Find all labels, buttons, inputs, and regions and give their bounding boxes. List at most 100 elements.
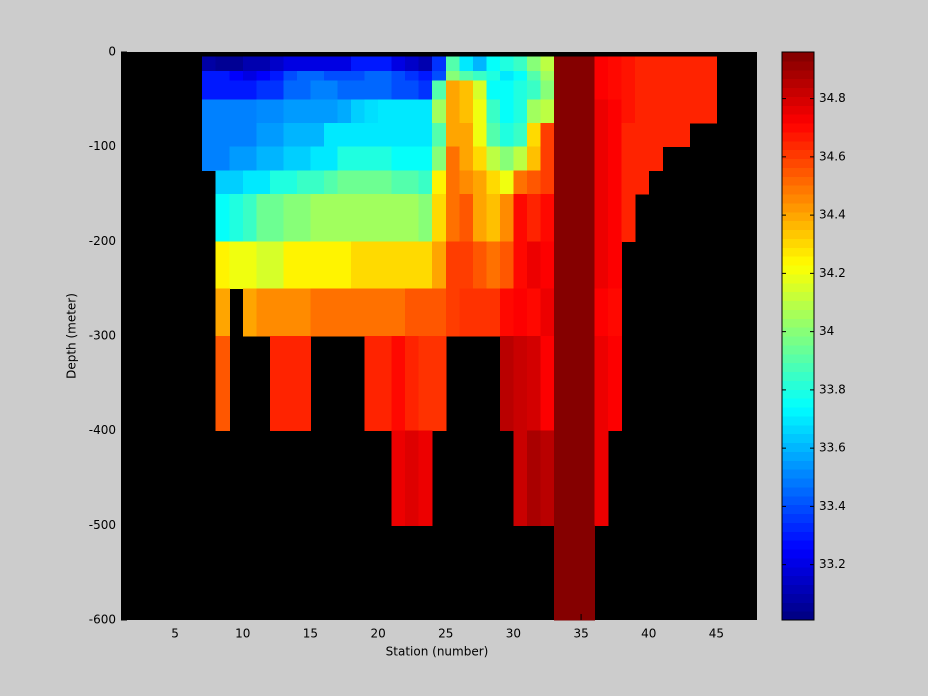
cell — [689, 80, 704, 100]
colorbar-swatch — [782, 131, 814, 142]
cell — [554, 146, 569, 171]
cell — [635, 56, 650, 72]
x-tick-label: 35 — [573, 627, 588, 641]
cell — [689, 70, 704, 81]
cell — [215, 241, 230, 290]
cell — [337, 80, 352, 100]
cell — [635, 123, 650, 148]
cell — [486, 99, 501, 124]
cell — [337, 288, 352, 337]
cell — [351, 70, 366, 81]
cell — [675, 80, 690, 100]
cell — [594, 99, 609, 124]
cell — [594, 288, 609, 337]
colorbar-swatch — [782, 584, 814, 594]
cell — [472, 123, 487, 148]
cell — [554, 525, 569, 621]
colorbar-swatch — [782, 238, 814, 248]
cell — [391, 56, 406, 72]
cell — [486, 80, 501, 100]
cell — [513, 123, 528, 148]
cell — [269, 194, 284, 242]
cell — [432, 288, 447, 337]
cell — [215, 288, 230, 337]
cell — [351, 123, 366, 148]
cell — [459, 194, 474, 242]
colorbar-swatch — [782, 247, 814, 257]
cell — [540, 241, 555, 290]
colorbar-swatch — [782, 123, 814, 133]
cell — [608, 80, 623, 100]
cell — [635, 99, 650, 124]
colorbar-swatch — [782, 265, 814, 275]
cell — [459, 56, 474, 72]
cell — [269, 70, 284, 81]
cell — [513, 80, 528, 100]
cell — [554, 288, 569, 337]
cell — [540, 99, 555, 124]
cell — [472, 288, 487, 337]
cell — [567, 70, 582, 81]
cell — [445, 56, 460, 72]
cell — [567, 170, 582, 195]
colorbar-swatch — [782, 211, 814, 222]
cell — [608, 194, 623, 242]
cell — [296, 241, 311, 290]
cell — [351, 146, 366, 171]
cell — [445, 123, 460, 148]
cell — [648, 56, 663, 72]
colorbar-swatch — [782, 327, 814, 337]
cell — [364, 336, 379, 432]
cell — [256, 99, 271, 124]
cell — [391, 170, 406, 195]
colorbar-swatch — [782, 380, 814, 390]
colorbar-swatch — [782, 415, 814, 426]
cell — [635, 80, 650, 100]
cell — [215, 70, 230, 81]
x-tick-label: 20 — [370, 627, 385, 641]
cell — [242, 70, 257, 81]
cell — [256, 170, 271, 195]
cell — [418, 288, 433, 337]
cell — [391, 99, 406, 124]
cell — [405, 56, 420, 72]
cell — [378, 288, 393, 337]
cell — [337, 99, 352, 124]
cell — [567, 123, 582, 148]
cell — [526, 430, 541, 526]
cell — [445, 99, 460, 124]
cell — [486, 70, 501, 81]
cell — [594, 123, 609, 148]
cell — [472, 170, 487, 195]
cell — [283, 99, 298, 124]
x-tick-label: 10 — [235, 627, 250, 641]
cell — [337, 146, 352, 171]
cell — [283, 194, 298, 242]
cell — [675, 56, 690, 72]
cell — [202, 99, 217, 124]
cell — [283, 336, 298, 432]
colorbar-tick-label: 34.8 — [819, 91, 846, 105]
cell — [351, 56, 366, 72]
cell — [445, 288, 460, 337]
cell — [608, 288, 623, 337]
cell — [215, 146, 230, 171]
cell — [323, 56, 339, 72]
colorbar-swatch — [782, 78, 814, 88]
colorbar-tick-label: 33.8 — [819, 382, 846, 396]
cell — [378, 56, 393, 72]
cell — [581, 123, 596, 148]
cell — [432, 336, 447, 432]
cell — [351, 80, 366, 100]
cell — [608, 336, 623, 432]
colorbar-swatch — [782, 344, 814, 355]
cell — [608, 241, 623, 290]
cell — [567, 525, 582, 621]
cell — [594, 194, 609, 242]
colorbar-swatch — [782, 433, 814, 443]
cell — [418, 170, 433, 195]
colorbar-frame — [781, 51, 815, 621]
cell — [378, 123, 393, 148]
cell — [581, 430, 596, 526]
